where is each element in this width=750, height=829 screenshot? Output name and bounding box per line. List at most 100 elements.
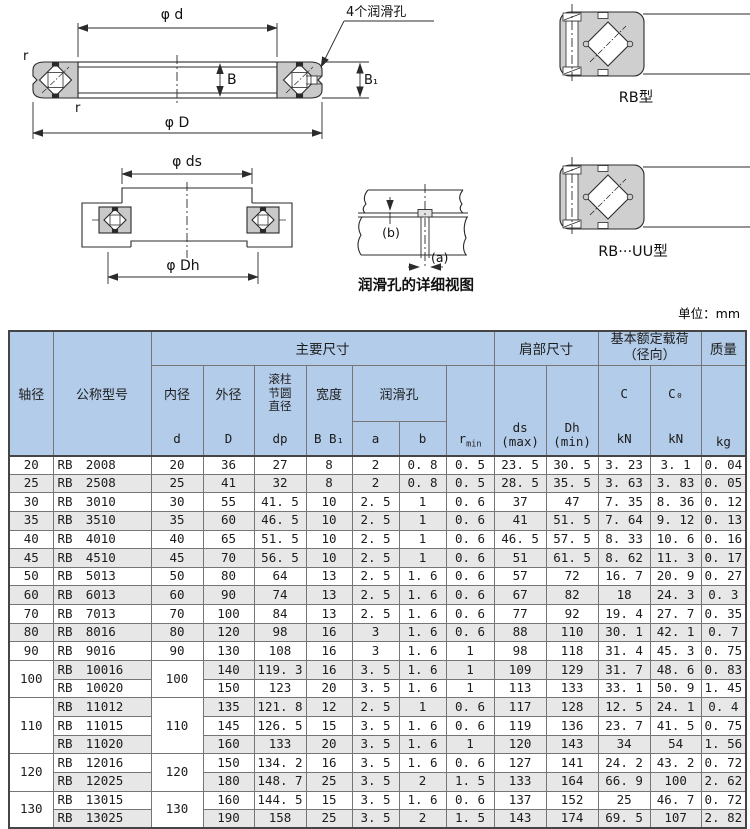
lubrication-hole	[306, 75, 322, 85]
cell-bore-dia: 80	[150, 622, 204, 643]
fillet-label-bottom: r	[75, 101, 81, 116]
cell-outer-dia: 160	[202, 734, 255, 755]
cell-model: RB 11012	[52, 697, 152, 717]
col-header-hole-b: b	[398, 421, 447, 456]
cell-mass: 0. 4	[700, 697, 747, 717]
cell-hole-b: 1. 6	[398, 678, 447, 699]
cell-hole-b: 1. 6	[398, 604, 447, 624]
cell-bore-dia: 90	[150, 641, 204, 662]
cell-load-c0: 42. 1	[649, 622, 702, 643]
cell-dh-min: 47	[545, 492, 599, 512]
cell-bore-dia: 35	[150, 510, 204, 531]
col-header-c: C kN	[597, 364, 651, 456]
cell-load-c: 7. 35	[597, 492, 651, 512]
cell-shaft-dia: 25	[8, 473, 54, 494]
cell-bore-dia: 40	[150, 529, 204, 550]
cell-outer-dia: 135	[202, 697, 255, 717]
cell-dh-min: 128	[545, 697, 599, 717]
cell-ds-max: 57	[493, 566, 547, 587]
dim-label-width-b: B	[227, 72, 237, 88]
cell-r-min: 1	[445, 678, 495, 699]
cell-load-c0: 3. 83	[649, 473, 702, 494]
cell-ds-max: 88	[493, 622, 547, 643]
cell-pitch-dia: 32	[253, 473, 307, 494]
col-header-grease-holes: 润滑孔	[351, 364, 447, 423]
cell-pitch-dia: 64	[253, 566, 307, 587]
table-row: 30 RB 3010 30 55 41. 5 10 2. 5 1 0. 6 37 47 7. 35 8.…	[8, 492, 747, 512]
cell-outer-dia: 180	[202, 771, 255, 792]
cell-mass: 2. 82	[700, 809, 747, 829]
cell-width: 10	[305, 529, 353, 550]
cell-shaft-dia: 45	[8, 548, 54, 568]
cell-pitch-dia: 84	[253, 604, 307, 624]
cell-r-min: 1	[445, 734, 495, 755]
cell-hole-b: 2	[398, 809, 447, 829]
col-header-shaft-dia: 轴径	[8, 330, 54, 456]
cell-load-c0: 24. 3	[649, 585, 702, 606]
cell-ds-max: 120	[493, 734, 547, 755]
cell-load-c: 19. 4	[597, 604, 651, 624]
cell-model: RB 10020	[52, 678, 152, 699]
cell-ds-max: 113	[493, 678, 547, 699]
cell-load-c0: 8. 36	[649, 492, 702, 512]
cell-model: RB 11015	[52, 715, 152, 736]
table-row: 80 RB 8016 80 120 98 16 3 1. 6 0. 6 88 110 30. 1 42.…	[8, 622, 747, 643]
cell-mass: 0. 7	[700, 622, 747, 643]
cell-width: 16	[305, 641, 353, 662]
cell-hole-b: 1	[398, 697, 447, 717]
cell-dh-min: 164	[545, 771, 599, 792]
group-header-main-dims: 主要尺寸	[150, 330, 495, 366]
cell-load-c: 34	[597, 734, 651, 755]
cell-hole-a: 3. 5	[351, 809, 400, 829]
group-header-shoulder-dims: 肩部尺寸	[493, 330, 599, 366]
cell-load-c0: 46. 7	[649, 790, 702, 811]
cell-load-c: 3. 23	[597, 455, 651, 475]
cell-mass: 0. 75	[700, 641, 747, 662]
cell-width: 15	[305, 715, 353, 736]
cell-hole-a: 3. 5	[351, 771, 400, 792]
col-header-model: 公称型号	[52, 330, 152, 456]
cell-pitch-dia: 74	[253, 585, 307, 606]
cell-model: RB 4010	[52, 529, 152, 550]
figure-mounted-section: φ ds φ Dh	[81, 154, 293, 284]
cell-r-min: 0. 6	[445, 492, 495, 512]
col-header-pitch-dia: 滚柱 节圆 直径 dp	[253, 364, 307, 456]
cell-hole-b: 1. 6	[398, 585, 447, 606]
cell-r-min: 0. 6	[445, 790, 495, 811]
cell-r-min: 0. 6	[445, 622, 495, 643]
cell-load-c: 18	[597, 585, 651, 606]
dim-label-housing-bore: φ Dh	[166, 258, 199, 274]
cell-hole-b: 1. 6	[398, 753, 447, 773]
table-row: 90 RB 9016 90 130 108 16 3 1. 6 1 98 118 31. 4 45. 3…	[8, 641, 747, 662]
cell-outer-dia: 160	[202, 790, 255, 811]
cell-outer-dia: 60	[202, 510, 255, 531]
col-header-width: 宽度 B B₁	[305, 364, 353, 456]
cell-r-min: 0. 6	[445, 548, 495, 568]
cell-mass: 0. 16	[700, 529, 747, 550]
table-row: RB 11020 160 133 20 3. 5 1. 6 1 120 143 34 54 1. 56	[9, 734, 747, 755]
cell-hole-a: 2. 5	[351, 548, 400, 568]
cell-shaft-dia: 90	[8, 641, 54, 662]
table-row: 120 RB 12016 120 150 134. 2 16 3. 5 1. 6 0. 6 127…	[8, 753, 747, 792]
cell-outer-dia: 145	[202, 715, 255, 736]
cell-hole-a: 3. 5	[351, 715, 400, 736]
cell-ds-max: 46. 5	[493, 529, 547, 550]
cell-model: RB 12025	[52, 771, 152, 792]
table-row: 60 RB 6013 60 90 74 13 2. 5 1. 6 0. 6 67 82 18 24. 3…	[8, 585, 747, 606]
cell-ds-max: 77	[493, 604, 547, 624]
cell-shaft-dia: 110	[8, 697, 54, 755]
holes-note-label: 4个润滑孔	[346, 5, 406, 20]
cell-load-c0: 41. 5	[649, 715, 702, 736]
table-row: 45 RB 4510 45 70 56. 5 10 2. 5 1 0. 6 51 61. 5 8. 6…	[8, 548, 747, 568]
cell-mass: 0. 13	[700, 510, 747, 531]
cell-dh-min: 110	[545, 622, 599, 643]
cell-model: RB 4510	[52, 548, 152, 568]
cell-load-c0: 48. 6	[649, 660, 702, 680]
detail-caption: 润滑孔的详细视图	[358, 276, 474, 294]
cell-load-c: 66. 9	[597, 771, 651, 792]
fillet-label-top: r	[23, 49, 29, 64]
cell-dh-min: 118	[545, 641, 599, 662]
cell-bore-dia: 30	[150, 492, 204, 512]
